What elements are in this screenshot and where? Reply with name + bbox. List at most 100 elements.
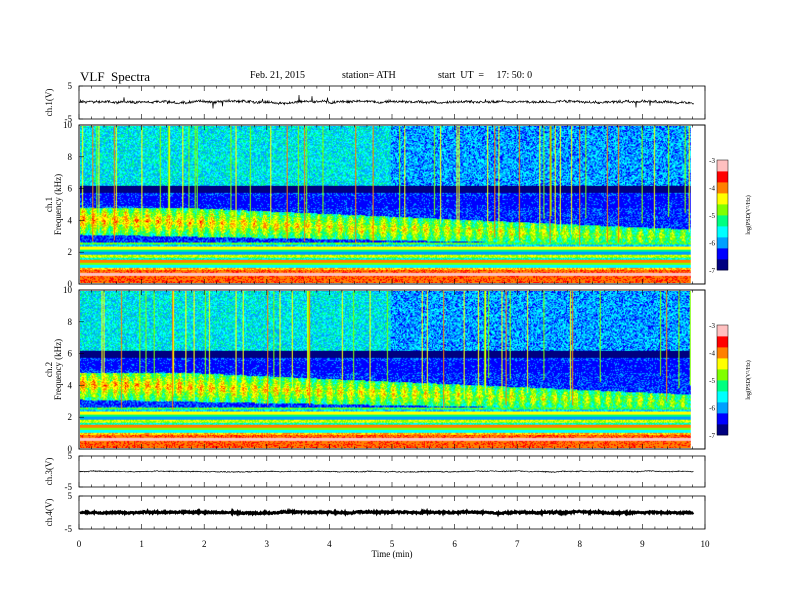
panel-2-colorbar-step-36 [717, 333, 728, 337]
panel-2-colorbar-step-23 [717, 369, 728, 373]
panel-2-ytick-label-0: 0 [68, 444, 73, 454]
panel-1-colorbar-step-28 [717, 190, 728, 194]
panel-3-ytick-label-0: 5 [68, 451, 73, 461]
x-axis-tick-label-9: 9 [640, 539, 645, 549]
panel-2-colorbar-step-22 [717, 371, 728, 375]
panel-1-colorbar-step-8 [717, 245, 728, 249]
panel-2-colorbar-label: log(PSD(V²/Hz) [745, 360, 752, 399]
panel-1-colorbar-step-37 [717, 165, 728, 169]
panel-2-colorbar-step-12 [717, 399, 728, 403]
panel-1-colorbar-step-36 [717, 168, 728, 172]
panel-1-ytick-label-3: 6 [68, 184, 73, 194]
chart-date: Feb. 21, 2015 [250, 70, 305, 81]
panel-2-colorbar-step-16 [717, 388, 728, 392]
chart-start-time: start UT = 17: 50: 0 [438, 70, 533, 81]
panel-3-signal-line [79, 469, 694, 474]
panel-1-colorbar-step-4 [717, 256, 728, 260]
panel-2-colorbar-step-15 [717, 391, 728, 395]
panel-1-colorbar-step-38 [717, 162, 728, 166]
panel-2-colorbar-step-9 [717, 407, 728, 411]
panel-2-colorbar-step-7 [717, 413, 728, 417]
panel-2-colorbar-step-28 [717, 355, 728, 359]
panel-0-ytick-label-0: 5 [68, 81, 73, 91]
panel-2-colorbar-tick-1: -4 [709, 350, 715, 358]
panel-1-colorbar-step-5 [717, 253, 728, 257]
panel-1-colorbar-step-29 [717, 187, 728, 191]
panel-1-colorbar-step-22 [717, 206, 728, 210]
panel-1-colorbar-tick-0: -3 [709, 157, 715, 165]
panel-1-colorbar-step-31 [717, 182, 728, 186]
panel-1-colorbar-step-0 [717, 267, 728, 271]
x-axis-tick-label-0: 0 [77, 539, 82, 549]
panel-1-ylabel: ch.1 Frequency (kHz) [44, 174, 63, 235]
panel-2-colorbar-tick-4: -7 [709, 432, 715, 440]
chart-title: VLF Spectra [80, 69, 151, 84]
panel-1-colorbar-step-25 [717, 198, 728, 202]
panel-1-colorbar-step-12 [717, 234, 728, 238]
panel-2-colorbar-step-8 [717, 410, 728, 414]
panel-1-colorbar-step-27 [717, 193, 728, 197]
panel-2-colorbar-step-10 [717, 404, 728, 408]
panel-2-colorbar-step-1 [717, 429, 728, 433]
panel-2-colorbar-step-14 [717, 393, 728, 397]
panel-1-colorbar-step-3 [717, 259, 728, 263]
panel-1-colorbar-step-32 [717, 179, 728, 183]
x-axis-tick-label-2: 2 [202, 539, 207, 549]
panel-1-ylabel-line-0: ch.1 [44, 197, 54, 212]
panel-1-colorbar-tick-4: -7 [709, 267, 715, 275]
panel-4-ylabel: ch.4(V) [44, 499, 54, 527]
panel-3-ytick-label-1: -5 [65, 482, 73, 492]
panel-2-colorbar-step-31 [717, 347, 728, 351]
panel-2-ytick-label-1: 2 [68, 412, 73, 422]
panel-0-signal-line [79, 94, 694, 109]
panel-2-ylabel-line-1: Frequency (kHz) [53, 339, 63, 400]
panel-1-colorbar-step-15 [717, 226, 728, 230]
panel-2-colorbar-step-3 [717, 424, 728, 428]
panel-2-colorbar-step-0 [717, 432, 728, 436]
panel-2-ylabel-line-0: ch.2 [44, 362, 54, 377]
panel-2-colorbar-step-39 [717, 325, 728, 329]
panel-1-colorbar-step-1 [717, 264, 728, 268]
panel-0-ylabel-line-0: ch.1(V) [44, 89, 54, 117]
panel-1-spectrogram-image [80, 126, 704, 283]
panel-1-colorbar-step-9 [717, 242, 728, 246]
panel-2-colorbar-step-17 [717, 385, 728, 389]
panel-1-colorbar-step-2 [717, 261, 728, 265]
panel-2-colorbar-step-33 [717, 341, 728, 345]
panel-1-ylabel-line-1: Frequency (kHz) [53, 174, 63, 235]
x-axis-tick-label-5: 5 [390, 539, 395, 549]
panel-2-colorbar-step-11 [717, 402, 728, 406]
panel-2-colorbar-tick-2: -5 [709, 377, 715, 385]
panel-1-colorbar-step-7 [717, 248, 728, 252]
panel-2-colorbar-frame [716, 324, 729, 436]
panel-4-ytick-label-1: -5 [65, 524, 73, 534]
panel-1-colorbar-frame [716, 159, 729, 271]
x-axis-tick-label-7: 7 [515, 539, 520, 549]
panel-1-colorbar-step-30 [717, 184, 728, 188]
panel-2-colorbar-step-32 [717, 344, 728, 348]
panel-2-colorbar-step-19 [717, 380, 728, 384]
panel-1-colorbar-step-11 [717, 237, 728, 241]
panel-2-colorbar-step-24 [717, 366, 728, 370]
panel-1-colorbar-step-33 [717, 176, 728, 180]
panel-1-colorbar-step-13 [717, 231, 728, 235]
panel-2-colorbar-step-6 [717, 415, 728, 419]
panel-1-ytick-label-5: 10 [63, 120, 73, 130]
x-axis-tick-label-4: 4 [327, 539, 332, 549]
panel-2-colorbar-step-25 [717, 363, 728, 367]
panel-1-colorbar-step-18 [717, 217, 728, 221]
panel-3-ylabel-line-0: ch.3(V) [44, 458, 54, 486]
panel-1-colorbar-step-26 [717, 195, 728, 199]
panel-1-colorbar-step-35 [717, 171, 728, 175]
panel-1-colorbar-step-24 [717, 201, 728, 205]
panel-0-ylabel: ch.1(V) [44, 89, 54, 117]
panel-2-colorbar-step-30 [717, 349, 728, 353]
panel-1-ytick-label-1: 2 [68, 247, 73, 257]
panel-1-colorbar-step-39 [717, 160, 728, 164]
panel-4-ytick-label-0: 5 [68, 491, 73, 501]
panel-1-colorbar-tick-1: -4 [709, 185, 715, 193]
panel-1-ytick-label-4: 8 [68, 152, 73, 162]
x-axis-tick-label-8: 8 [578, 539, 583, 549]
panel-2-spectrogram-image [80, 291, 704, 448]
panel-2-ytick-label-5: 10 [63, 285, 73, 295]
